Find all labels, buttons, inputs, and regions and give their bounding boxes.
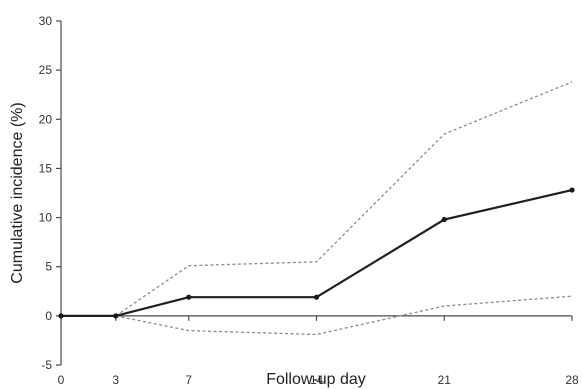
- y-axis-title: Cumulative incidence (%): [9, 102, 26, 283]
- series-line-upper-ci: [61, 81, 573, 317]
- data-point-estimate: [441, 216, 447, 223]
- data-point-estimate: [313, 294, 320, 300]
- y-tick-label: 20: [39, 112, 53, 126]
- y-tick-label: 0: [45, 309, 52, 323]
- series-line-estimate: [61, 189, 573, 317]
- y-tick-label: 25: [39, 63, 53, 77]
- data-point-estimate: [113, 313, 119, 319]
- x-tick-label: 0: [58, 373, 65, 387]
- data-point-estimate: [569, 187, 575, 193]
- axes: -5 0 5 10 15 20 25 30 0 3 7 14 21 28: [39, 14, 579, 387]
- data-point-estimate: [58, 313, 64, 319]
- y-tick-label: 5: [45, 260, 52, 274]
- series-layer: [58, 81, 575, 336]
- x-tick-label: 14: [310, 373, 324, 387]
- x-axis-title: Follow-up day: [266, 371, 366, 388]
- x-tick-label: 7: [185, 373, 192, 387]
- x-tick-label: 21: [438, 373, 452, 387]
- y-tick-label: 15: [39, 161, 53, 175]
- x-tick-label: 3: [112, 373, 119, 387]
- x-tick-label: 28: [565, 373, 579, 387]
- y-tick-label: 30: [39, 14, 53, 28]
- y-tick-label: -5: [41, 358, 52, 372]
- data-point-estimate: [186, 294, 192, 300]
- y-tick-label: 10: [39, 211, 53, 225]
